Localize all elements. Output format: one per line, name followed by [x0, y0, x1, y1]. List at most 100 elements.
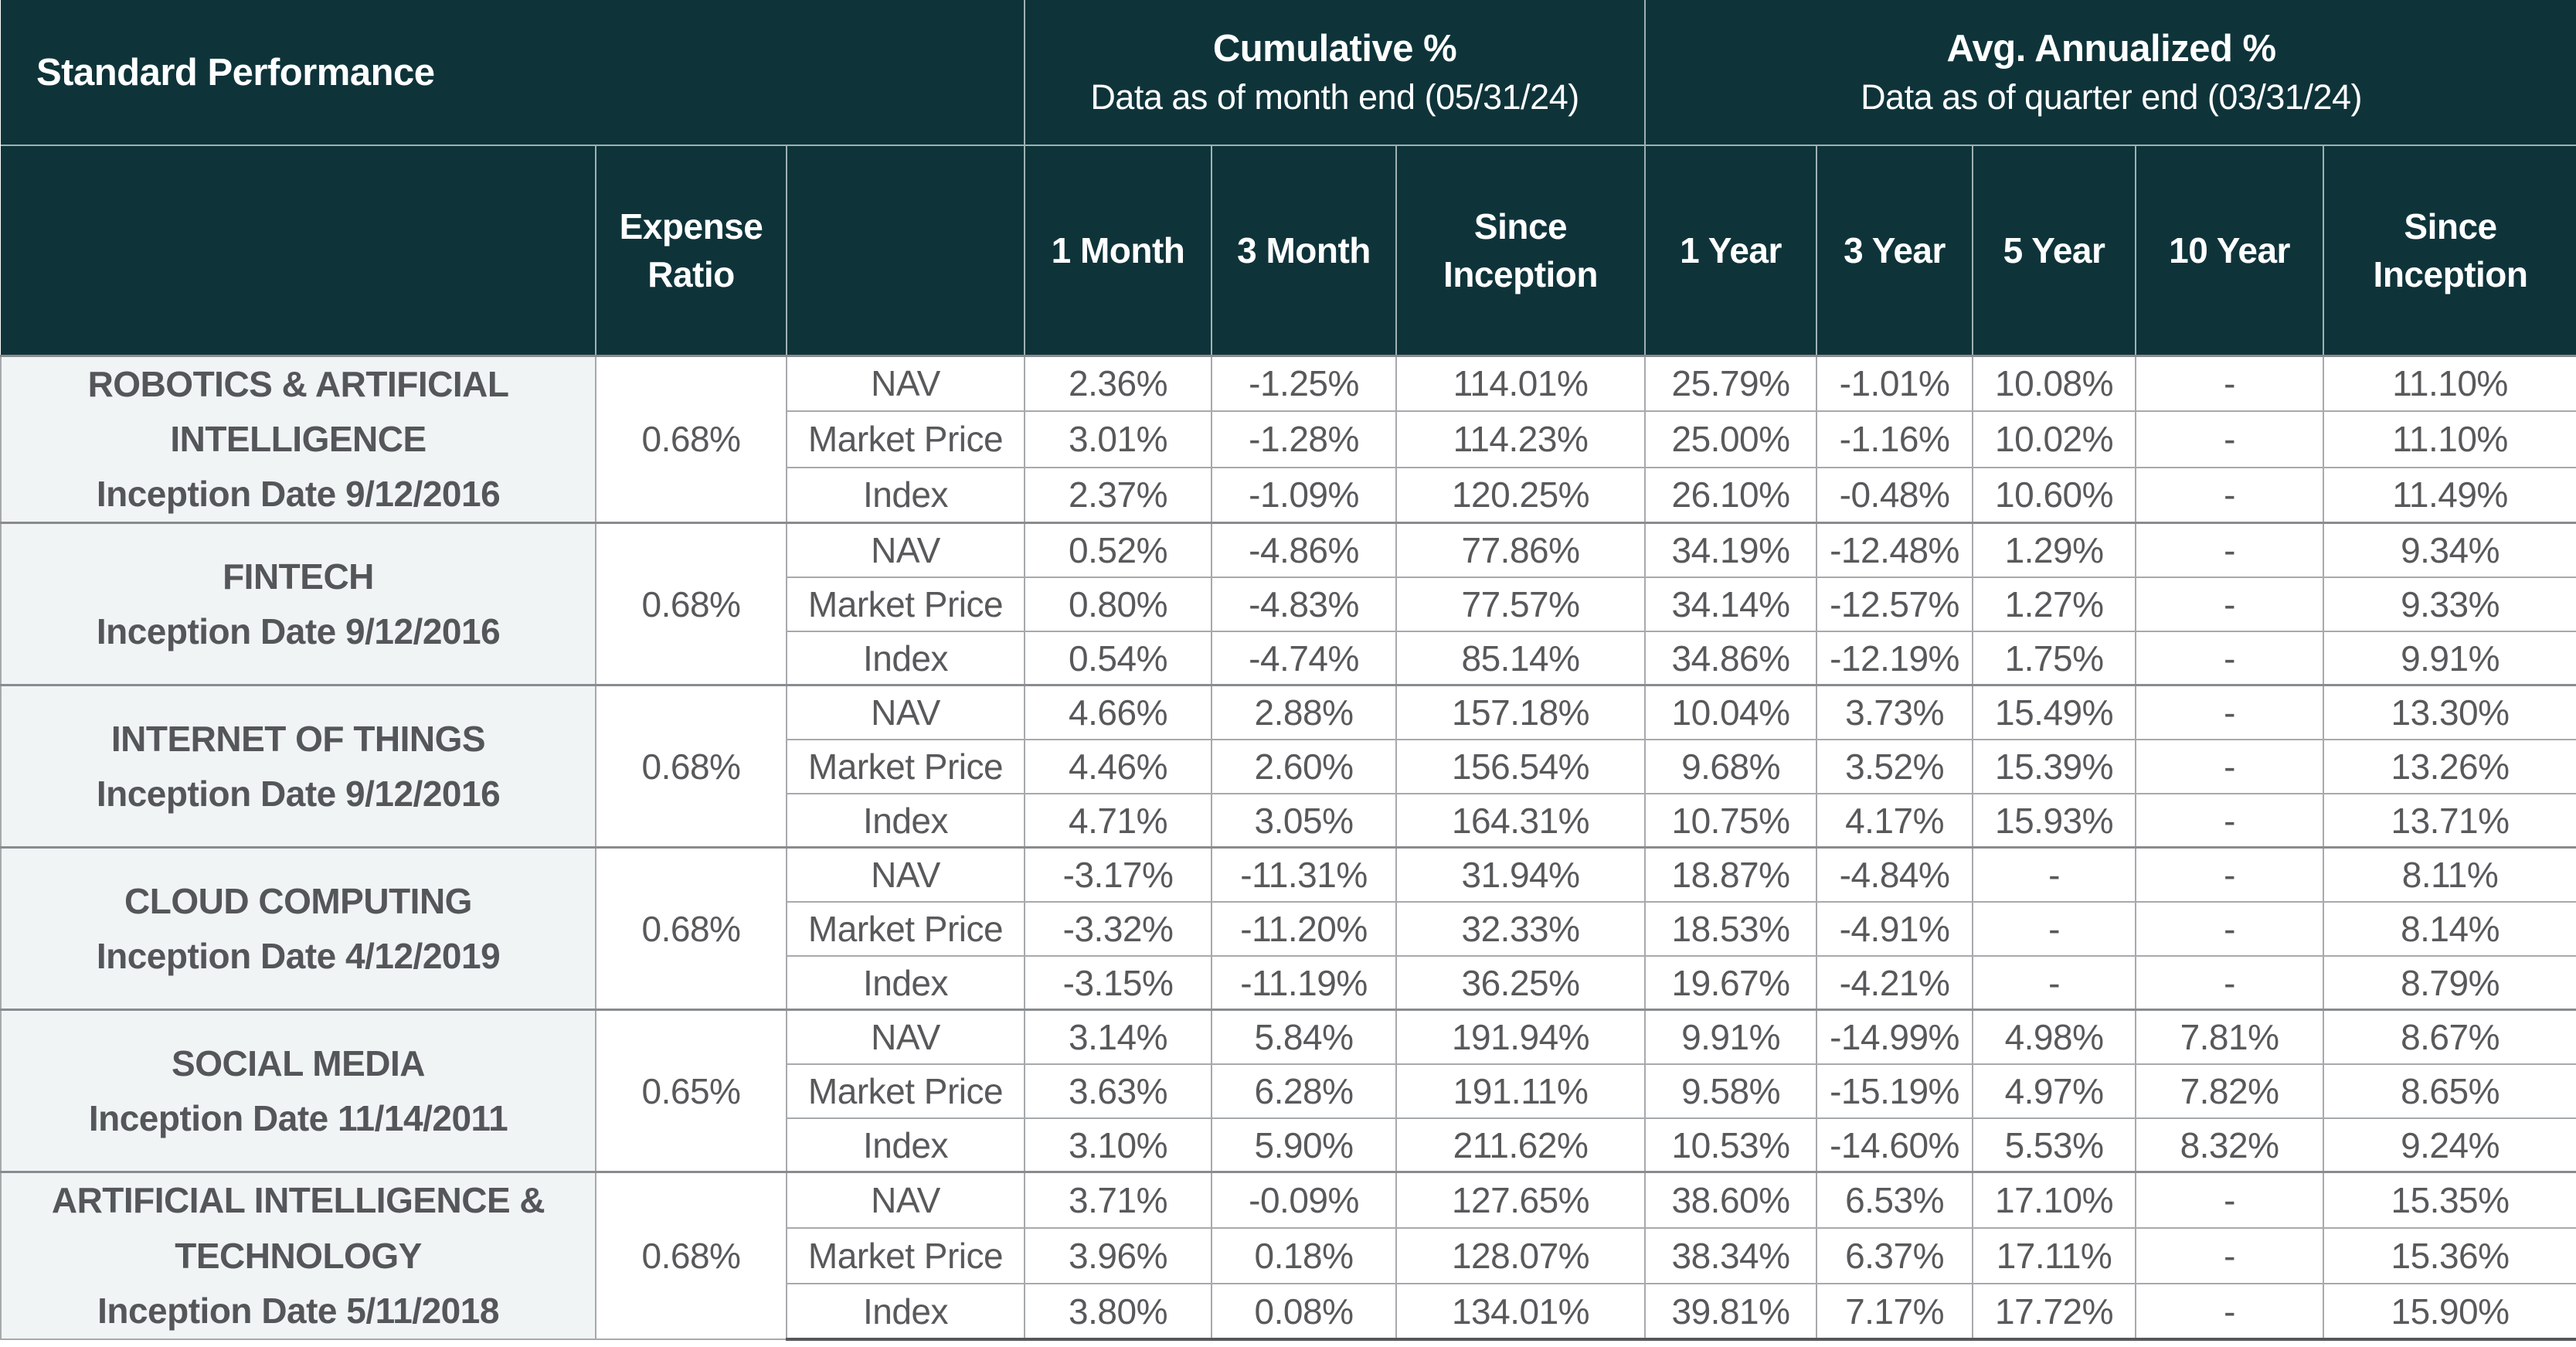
- value-cell: 120.25%: [1395, 466, 1647, 524]
- value-cell: 9.91%: [1644, 1009, 1818, 1065]
- fund-row: SOCIAL MEDIA Inception Date 11/14/2011 0…: [0, 1009, 2576, 1173]
- value-cell: -1.09%: [1211, 466, 1398, 524]
- fund-inception-date: Inception Date 4/12/2019: [96, 935, 501, 976]
- value-cell: -1.25%: [1211, 354, 1398, 413]
- value-cell: 3.52%: [1816, 738, 1974, 794]
- value-cell: 191.94%: [1395, 1009, 1647, 1065]
- value-cell: -11.31%: [1211, 846, 1398, 903]
- series-label: NAV: [785, 1171, 1026, 1230]
- value-cell: 2.37%: [1024, 466, 1213, 524]
- value-cell: 17.11%: [1972, 1227, 2137, 1285]
- fund-row: FINTECH Inception Date 9/12/2016 0.68% N…: [0, 522, 2576, 686]
- value-cell: 15.93%: [1972, 792, 2137, 849]
- series-label: Market Price: [785, 410, 1026, 468]
- value-cell: -11.19%: [1211, 954, 1398, 1011]
- value-cell: 9.58%: [1644, 1063, 1818, 1119]
- page-title: Standard Performance: [1, 0, 1026, 146]
- value-cell: 8.65%: [2323, 1063, 2576, 1119]
- value-cell: 8.14%: [2323, 900, 2576, 957]
- series-label: Index: [785, 466, 1026, 524]
- value-cell: 128.07%: [1395, 1227, 1647, 1285]
- value-cell: -3.15%: [1024, 954, 1213, 1011]
- value-cell: -14.60%: [1816, 1117, 1974, 1173]
- fund-row: Market Price -3.32% -11.20% 32.33% 18.53…: [1, 900, 2576, 957]
- value-cell: 26.10%: [1644, 466, 1818, 524]
- value-cell: -0.48%: [1816, 466, 1974, 524]
- value-cell: -: [2135, 466, 2325, 524]
- value-cell: 9.91%: [2323, 630, 2576, 686]
- fund-inception-date: Inception Date 5/11/2018: [97, 1290, 499, 1331]
- value-cell: 6.28%: [1211, 1063, 1398, 1119]
- value-cell: -11.20%: [1211, 900, 1398, 957]
- value-cell: -4.84%: [1816, 846, 1974, 903]
- series-label: NAV: [785, 354, 1026, 413]
- value-cell: 77.57%: [1395, 576, 1647, 632]
- value-cell: 11.49%: [2323, 466, 2576, 524]
- value-cell: 10.53%: [1644, 1117, 1818, 1173]
- value-cell: 0.80%: [1024, 576, 1213, 632]
- header-5-year: 5 Year: [1972, 145, 2137, 355]
- value-cell: -: [1972, 846, 2137, 903]
- fund-row: Index 0.54% -4.74% 85.14% 34.86% -12.19%…: [1, 630, 2576, 686]
- value-cell: 25.79%: [1644, 354, 1818, 413]
- value-cell: 6.37%: [1816, 1227, 1974, 1285]
- value-cell: -: [2135, 954, 2325, 1011]
- fund-cell: ARTIFICIAL INTELLIGENCE & TECHNOLOGY Inc…: [0, 1171, 596, 1341]
- value-cell: -: [2135, 576, 2325, 632]
- expense-ratio-cell: 0.68%: [595, 522, 787, 686]
- value-cell: 15.49%: [1972, 684, 2137, 740]
- value-cell: 8.11%: [2323, 846, 2576, 903]
- value-cell: 4.17%: [1816, 792, 1974, 849]
- fund-cell: CLOUD COMPUTING Inception Date 4/12/2019: [0, 846, 596, 1011]
- value-cell: -4.21%: [1816, 954, 1974, 1011]
- value-cell: 1.27%: [1972, 576, 2137, 632]
- fund-inception-date: Inception Date 9/12/2016: [96, 474, 501, 515]
- fund-row: CLOUD COMPUTING Inception Date 4/12/2019…: [0, 846, 2576, 1011]
- group-annualized-title: Avg. Annualized %: [1946, 28, 2276, 70]
- value-cell: 0.08%: [1211, 1283, 1398, 1342]
- fund-row: Index 4.71% 3.05% 164.31% 10.75% 4.17% 1…: [1, 792, 2576, 849]
- fund-row: Market Price 3.96% 0.18% 128.07% 38.34% …: [1, 1227, 2576, 1285]
- series-label: Index: [785, 1283, 1026, 1342]
- value-cell: -4.83%: [1211, 576, 1398, 632]
- value-cell: 31.94%: [1395, 846, 1647, 903]
- value-cell: -: [2135, 522, 2325, 578]
- header-1-year: 1 Year: [1644, 145, 1818, 355]
- value-cell: 18.87%: [1644, 846, 1818, 903]
- series-label: Index: [785, 1117, 1026, 1173]
- header-10-year: 10 Year: [2135, 145, 2325, 355]
- value-cell: 32.33%: [1395, 900, 1647, 957]
- value-cell: 2.36%: [1024, 354, 1213, 413]
- value-cell: -15.19%: [1816, 1063, 1974, 1119]
- value-cell: 7.17%: [1816, 1283, 1974, 1342]
- column-header-row: Expense Ratio 1 Month 3 Month Since Ince…: [1, 145, 2576, 355]
- value-cell: 17.10%: [1972, 1171, 2137, 1230]
- header-since-inception-annualized: Since Inception: [2323, 145, 2576, 355]
- header-expense-ratio: Expense Ratio: [595, 145, 787, 355]
- value-cell: 4.71%: [1024, 792, 1213, 849]
- value-cell: 38.60%: [1644, 1171, 1818, 1230]
- fund-cell: SOCIAL MEDIA Inception Date 11/14/2011: [0, 1009, 596, 1173]
- value-cell: 15.36%: [2323, 1227, 2576, 1285]
- value-cell: -12.57%: [1816, 576, 1974, 632]
- value-cell: 164.31%: [1395, 792, 1647, 849]
- value-cell: 13.71%: [2323, 792, 2576, 849]
- value-cell: -14.99%: [1816, 1009, 1974, 1065]
- fund-row: Market Price 3.01% -1.28% 114.23% 25.00%…: [1, 410, 2576, 468]
- value-cell: 3.71%: [1024, 1171, 1213, 1230]
- value-cell: -: [1972, 954, 2137, 1011]
- fund-name: SOCIAL MEDIA: [172, 1043, 425, 1083]
- series-label: Market Price: [785, 900, 1026, 957]
- fund-row: Index 2.37% -1.09% 120.25% 26.10% -0.48%…: [1, 466, 2576, 524]
- series-label: Market Price: [785, 738, 1026, 794]
- value-cell: 34.86%: [1644, 630, 1818, 686]
- value-cell: 15.90%: [2323, 1283, 2576, 1342]
- fund-name: FINTECH: [223, 556, 374, 597]
- value-cell: 9.34%: [2323, 522, 2576, 578]
- value-cell: 13.26%: [2323, 738, 2576, 794]
- value-cell: 34.19%: [1644, 522, 1818, 578]
- value-cell: 114.01%: [1395, 354, 1647, 413]
- value-cell: 10.08%: [1972, 354, 2137, 413]
- series-label: Index: [785, 630, 1026, 686]
